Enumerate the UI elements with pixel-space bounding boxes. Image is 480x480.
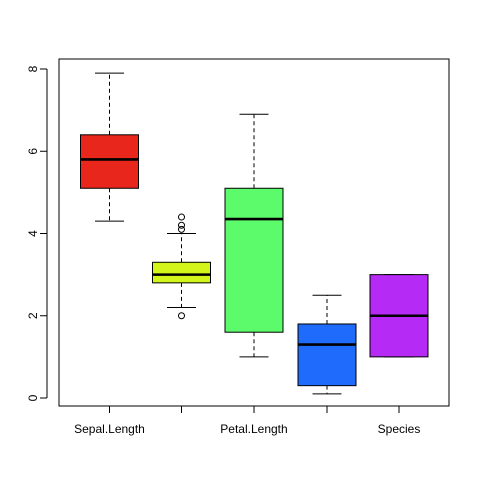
outlier-point (178, 312, 185, 320)
iqr-box (80, 134, 139, 189)
iqr-box (297, 323, 357, 387)
x-tick-label: Species (378, 422, 421, 436)
y-tick-label: 2 (26, 312, 40, 319)
y-tick-label: 8 (26, 65, 40, 72)
outlier-point (178, 213, 185, 221)
y-tick-label: 0 (26, 394, 40, 401)
outlier-point (178, 221, 185, 229)
box-sepal-length (80, 72, 139, 222)
y-tick-label: 4 (26, 230, 40, 237)
y-axis: 0 2 4 6 8 (26, 65, 48, 401)
x-tick-label: Sepal.Length (74, 422, 145, 436)
y-tick-label: 6 (26, 148, 40, 155)
box-sepal-width (152, 213, 211, 320)
box-petal-length (224, 113, 284, 358)
box-petal-width (297, 294, 357, 395)
iqr-box (224, 187, 284, 333)
outlier-point (178, 225, 185, 233)
box-species (369, 274, 429, 358)
iqr-box (152, 261, 211, 284)
x-tick-label: Petal.Length (220, 422, 287, 436)
plot-frame (58, 58, 450, 407)
